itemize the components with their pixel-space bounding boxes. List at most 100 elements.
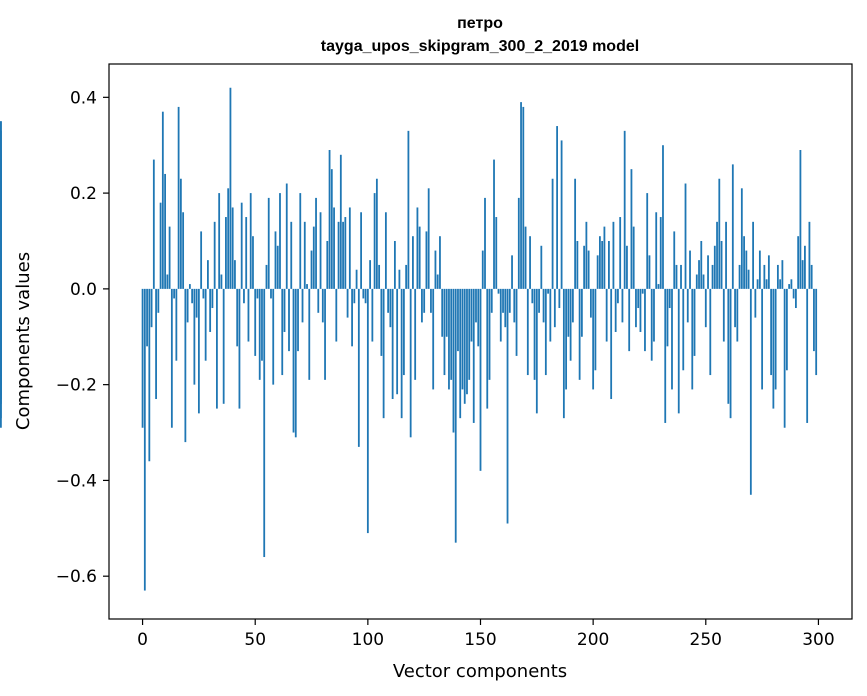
bar-215	[626, 245, 628, 289]
bar-164	[511, 255, 513, 289]
bar-41	[234, 260, 236, 289]
bar-214	[623, 130, 626, 289]
bar-43	[238, 288, 241, 409]
bar-231	[662, 145, 664, 289]
bar-114	[398, 269, 401, 289]
bar-56	[267, 197, 270, 289]
bar-140	[457, 288, 459, 352]
bar-167	[517, 197, 520, 289]
bar-98	[362, 288, 365, 299]
bar-115	[400, 288, 403, 419]
x-tick-label: 150	[464, 630, 496, 650]
bar-139	[454, 288, 457, 543]
bar-347	[0, 288, 2, 376]
bar-171	[526, 288, 529, 376]
bar-238	[677, 288, 680, 414]
bar-52	[258, 288, 261, 380]
bar-268	[745, 250, 748, 289]
bar-80	[321, 288, 324, 323]
bar-58	[272, 288, 275, 385]
bar-233	[666, 288, 669, 347]
bar-283	[779, 279, 782, 289]
bar-14	[173, 288, 176, 299]
bar-234	[668, 288, 671, 309]
bar-243	[689, 250, 691, 289]
bar-141	[459, 288, 462, 419]
bar-264	[736, 288, 739, 342]
bar-118	[407, 130, 410, 289]
bar-265	[738, 264, 741, 289]
bar-123	[418, 226, 421, 289]
bar-48	[249, 193, 252, 289]
bar-189	[567, 288, 570, 337]
bar-49	[252, 236, 254, 289]
bar-249	[702, 274, 705, 289]
bar-279	[770, 288, 773, 376]
bar-102	[371, 288, 374, 342]
x-axis-label: Vector components	[393, 661, 567, 682]
bar-239	[680, 264, 682, 289]
bar-76	[312, 226, 315, 289]
bar-143	[463, 288, 466, 404]
bar-278	[767, 255, 770, 289]
bar-63	[283, 288, 286, 332]
bar-2	[146, 288, 148, 347]
bar-44	[240, 202, 243, 289]
bar-207	[608, 240, 610, 289]
bar-72	[303, 221, 306, 289]
bar-146	[470, 288, 473, 342]
bar-13	[170, 288, 173, 428]
bar-285	[783, 288, 786, 428]
bar-183	[553, 288, 556, 328]
bar-262	[731, 164, 734, 289]
bar-154	[488, 288, 491, 380]
bar-147	[472, 288, 475, 423]
y-tick-label: −0.2	[56, 376, 97, 396]
bar-248	[700, 240, 703, 289]
bar-232	[664, 288, 667, 423]
bar-103	[373, 193, 376, 289]
bar-194	[578, 288, 581, 380]
y-tick-label: 0.0	[70, 280, 97, 300]
bar-110	[389, 288, 392, 328]
bar-33	[216, 288, 218, 409]
bar-55	[265, 264, 268, 289]
bars-group	[0, 87, 818, 591]
bar-156	[493, 159, 495, 289]
bar-36	[222, 288, 225, 404]
bar-17	[179, 178, 182, 289]
bar-24	[195, 288, 198, 318]
bar-212	[619, 217, 622, 289]
bar-38	[227, 188, 230, 289]
bar-220	[637, 288, 640, 309]
bar-138	[452, 288, 455, 433]
bar-128	[430, 288, 432, 313]
bar-4	[150, 288, 153, 328]
bar-104	[375, 178, 378, 289]
y-axis-label: Components values	[13, 252, 34, 430]
bar-277	[765, 279, 768, 289]
bar-50	[254, 288, 257, 356]
x-tick-label: 0	[137, 630, 148, 650]
bar-172	[529, 236, 531, 289]
bar-216	[628, 288, 631, 352]
bar-101	[369, 260, 372, 289]
bar-235	[671, 288, 673, 390]
bar-106	[380, 288, 383, 356]
bar-180	[547, 288, 549, 294]
bar-130	[434, 250, 437, 289]
bar-51	[256, 288, 259, 299]
bar-25	[197, 288, 200, 414]
bar-162	[506, 288, 509, 524]
bar-237	[675, 264, 678, 289]
bar-113	[396, 288, 399, 395]
bar-37	[225, 217, 227, 289]
bar-192	[574, 178, 577, 289]
bar-92	[348, 207, 351, 289]
bar-21	[188, 284, 191, 289]
chart-title: петро	[457, 15, 503, 32]
bar-117	[405, 264, 408, 289]
bar-244	[691, 288, 694, 390]
bar-93	[351, 288, 353, 347]
bar-217	[630, 169, 633, 289]
